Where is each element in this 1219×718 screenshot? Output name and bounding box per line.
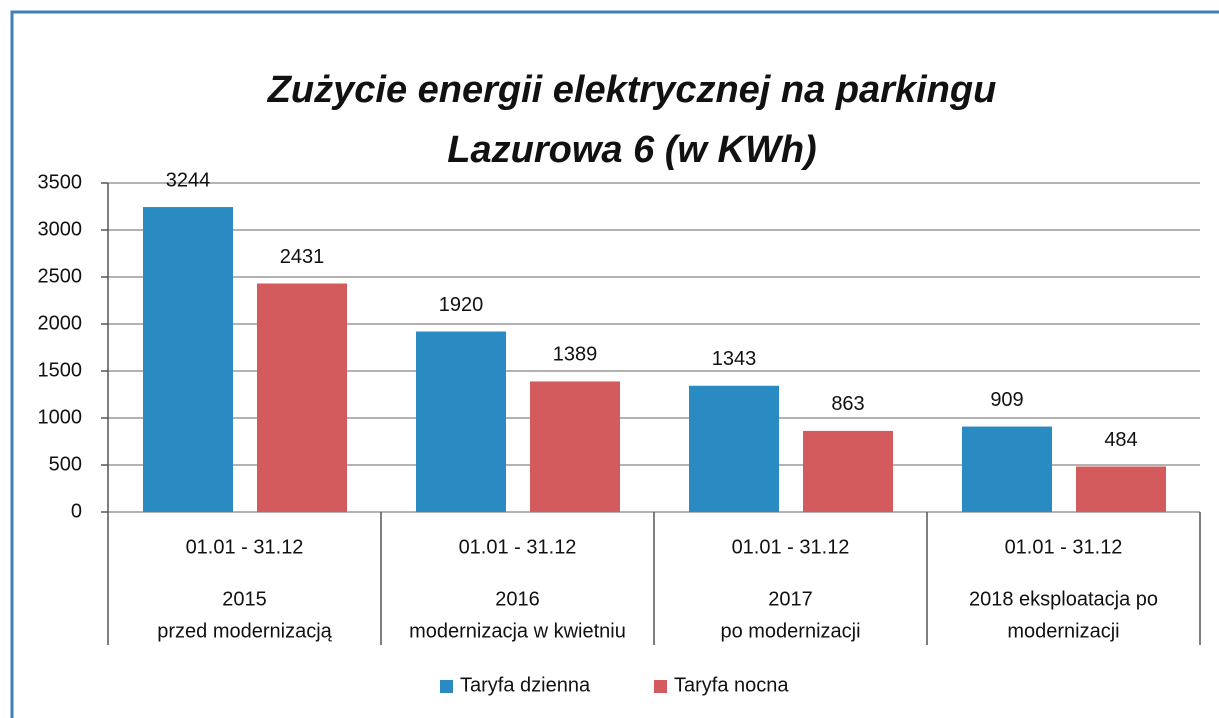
data-label: 863 <box>831 393 864 415</box>
x-tick-label: 01.01 - 31.12 <box>186 536 304 558</box>
y-tick-label: 0 <box>71 500 82 522</box>
x-tick-label: 2015 <box>222 588 267 610</box>
bar <box>1076 466 1166 512</box>
x-tick-label: po modernizacji <box>720 620 860 642</box>
legend-label: Taryfa nocna <box>674 674 789 696</box>
data-label: 3244 <box>166 169 211 191</box>
x-tick-label: 01.01 - 31.12 <box>459 536 577 558</box>
bar <box>416 331 506 512</box>
bar <box>962 426 1052 512</box>
legend-swatch <box>654 680 667 693</box>
data-label: 484 <box>1104 429 1137 451</box>
y-tick-label: 2500 <box>38 265 83 287</box>
x-tick-label: 2017 <box>768 588 813 610</box>
x-tick-label: 2016 <box>495 588 540 610</box>
y-tick-label: 500 <box>49 453 82 475</box>
bar <box>803 430 893 512</box>
x-tick-label: 01.01 - 31.12 <box>1005 536 1123 558</box>
bar <box>143 207 233 512</box>
y-tick-label: 1500 <box>38 359 83 381</box>
chart-title: Lazurowa 6 (w KWh) <box>447 129 816 171</box>
y-tick-label: 1000 <box>38 406 83 428</box>
legend-swatch <box>440 680 453 693</box>
bar <box>689 385 779 512</box>
data-label: 909 <box>990 389 1023 411</box>
chart-title: Zużycie energii elektrycznej na parkingu <box>267 69 997 111</box>
x-tick-label: modernizacji <box>1007 620 1119 642</box>
data-label: 1343 <box>712 348 757 370</box>
data-label: 2431 <box>280 246 325 268</box>
bar <box>257 283 347 512</box>
x-tick-label: 2018 eksploatacja po <box>969 588 1158 610</box>
x-tick-label: przed modernizacją <box>157 620 332 642</box>
data-label: 1389 <box>553 344 598 366</box>
bar <box>530 381 620 512</box>
legend-label: Taryfa dzienna <box>460 674 591 696</box>
y-tick-label: 3000 <box>38 218 83 240</box>
x-tick-label: 01.01 - 31.12 <box>732 536 850 558</box>
x-tick-label: modernizacja w kwietniu <box>409 620 626 642</box>
data-label: 1920 <box>439 294 484 316</box>
y-tick-label: 3500 <box>38 171 83 193</box>
frame <box>10 10 1219 718</box>
y-tick-label: 2000 <box>38 312 83 334</box>
